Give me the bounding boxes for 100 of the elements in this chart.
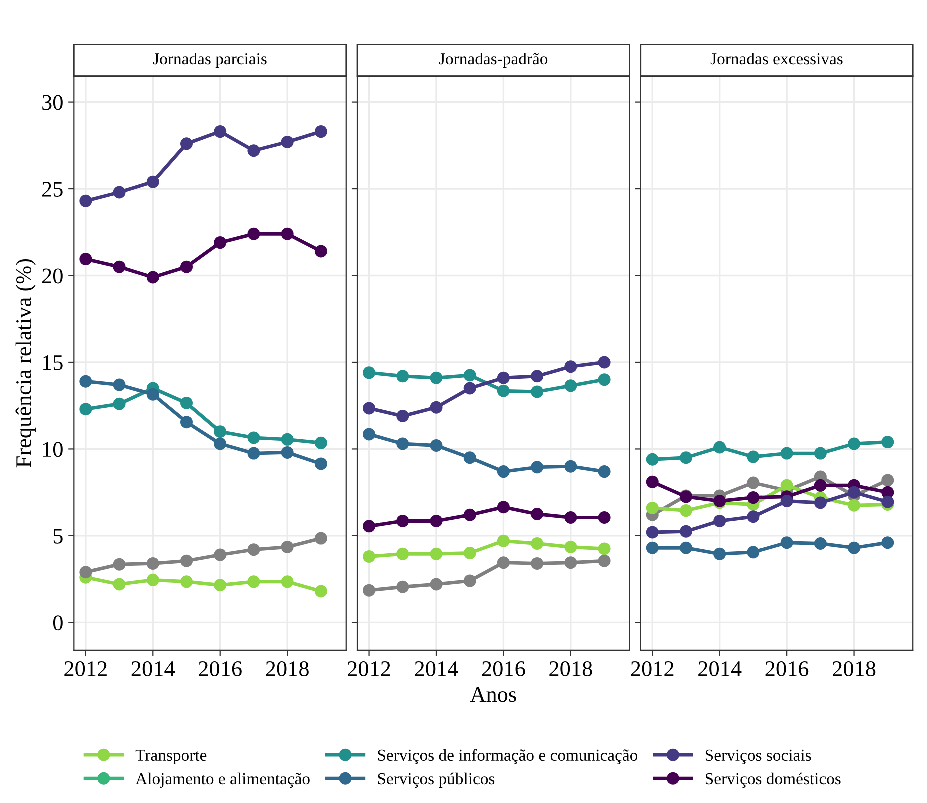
point (882, 536, 894, 550)
point (714, 548, 726, 560)
chart-title: Jornadas parciais (153, 52, 267, 68)
point (248, 447, 260, 460)
point (113, 578, 126, 591)
point (564, 540, 578, 554)
point (814, 479, 827, 492)
legend-label: Serviços sociais (706, 750, 812, 764)
point (646, 476, 659, 488)
chart-title: Jornadas-padrão (439, 52, 548, 68)
point (747, 510, 760, 524)
point (396, 438, 410, 450)
point (430, 440, 443, 452)
point (314, 126, 328, 138)
point (363, 520, 376, 533)
point (646, 502, 659, 514)
point (180, 576, 193, 588)
point (180, 260, 193, 274)
point (180, 554, 193, 568)
point (146, 557, 160, 570)
point (430, 401, 443, 414)
point (464, 452, 476, 464)
point (396, 370, 410, 383)
point (363, 366, 376, 380)
point (430, 372, 443, 384)
point (497, 534, 510, 548)
y-tick-label: 25 (42, 182, 63, 197)
x-tick-label: 2012 (348, 661, 390, 676)
point (747, 476, 760, 490)
point (646, 453, 659, 466)
point (531, 461, 544, 474)
point (848, 486, 861, 499)
point (564, 556, 578, 570)
point (113, 558, 126, 571)
point (80, 253, 92, 266)
point (747, 450, 760, 464)
point (146, 574, 160, 586)
x-tick-label: 2014 (698, 661, 742, 676)
y-tick-label: 10 (43, 442, 63, 458)
point (531, 557, 544, 570)
point (396, 410, 410, 423)
point (882, 436, 894, 449)
point (281, 433, 294, 446)
point (248, 432, 260, 444)
point (214, 438, 227, 450)
point (747, 546, 760, 559)
point (180, 138, 193, 150)
point (214, 126, 227, 138)
point (396, 548, 410, 560)
point (146, 176, 160, 188)
point (531, 386, 544, 398)
point (646, 542, 659, 554)
x-tick-label: 2016 (199, 661, 242, 676)
point (214, 548, 227, 562)
point (848, 438, 861, 450)
point (113, 378, 126, 392)
point (714, 514, 726, 528)
point (598, 356, 611, 369)
x-tick-label: 2018 (833, 661, 876, 676)
point (314, 245, 328, 258)
y-tick-label: 15 (43, 356, 63, 370)
x-tick-label: 2016 (482, 661, 526, 676)
x-axis-title: Anos (470, 687, 516, 702)
chart-title: Jornadas excessivas (710, 52, 843, 65)
point (180, 397, 193, 410)
point (497, 466, 510, 478)
legend-label: Alojamento e alimentação (136, 772, 310, 788)
point (430, 578, 443, 591)
y-tick-label: 20 (42, 268, 63, 284)
point (848, 542, 861, 554)
point (531, 538, 544, 550)
point (680, 504, 692, 518)
point (780, 447, 794, 460)
point (598, 466, 611, 478)
point (680, 525, 692, 538)
y-tick-label: 0 (53, 616, 63, 631)
x-tick-label: 2018 (550, 661, 592, 676)
point (598, 511, 611, 524)
point (363, 550, 376, 564)
point (281, 228, 294, 240)
point (363, 428, 376, 441)
point (314, 532, 328, 545)
x-tick-label: 2014 (415, 661, 458, 676)
point (747, 492, 760, 504)
point (464, 369, 476, 382)
x-tick-label: 2014 (132, 661, 176, 676)
point (848, 499, 861, 512)
point (281, 446, 294, 459)
point (780, 495, 794, 508)
point (814, 447, 827, 460)
point (80, 566, 92, 579)
y-tick-label: 5 (54, 529, 63, 544)
legend-label: Transporte (136, 750, 207, 764)
point (564, 460, 578, 473)
point (497, 384, 510, 398)
point (80, 375, 92, 388)
y-tick-label: 30 (42, 95, 63, 110)
point (714, 441, 726, 454)
point (113, 260, 126, 274)
point (598, 554, 611, 568)
